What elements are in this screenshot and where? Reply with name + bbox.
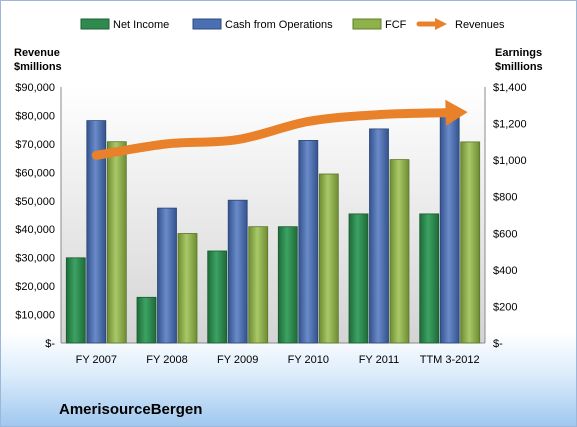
right-tick-label: $200	[493, 301, 517, 313]
x-tick-label: FY 2007	[76, 354, 117, 366]
left-tick-label: $10,000	[15, 310, 55, 322]
bar-net-income-fy-2009	[207, 250, 228, 344]
bar-net-income-ttm-3-2012	[419, 213, 440, 344]
x-tick-label: FY 2009	[217, 354, 258, 366]
legend-swatch-fcf	[352, 18, 382, 30]
right-tick-label: $400	[493, 265, 517, 277]
x-tick-labels: FY 2007 FY 2008 FY 2009 FY 2010 FY 2011 TTM 3…	[76, 354, 480, 366]
legend-label-revenues: Revenues	[455, 19, 505, 31]
right-tick-label: $600	[493, 228, 517, 240]
right-tick-labels: $- $200 $400 $600 $800 $1,000 $1,200 $1,400	[493, 82, 527, 350]
bar-cash-from-operations-fy-2009	[227, 199, 248, 344]
bar-fcf-fy-2009	[248, 226, 269, 344]
legend: Net Income Cash from Operations FCF Reve…	[80, 18, 505, 31]
x-tick-label: TTM 3-2012	[420, 354, 480, 366]
left-axis-title-line1: Revenue	[14, 47, 60, 59]
right-tick-label: $1,400	[493, 82, 527, 94]
x-tick-label: FY 2011	[359, 354, 400, 366]
left-tick-label: $60,000	[15, 167, 55, 179]
bar-net-income-fy-2010	[277, 226, 298, 344]
bar-net-income-fy-2008	[136, 296, 157, 344]
bar-net-income-fy-2011	[348, 213, 369, 344]
revenue-line-group	[91, 99, 468, 160]
bar-fcf-fy-2010	[318, 173, 339, 344]
revenues-arrowhead	[445, 99, 468, 126]
legend-label-net-income: Net Income	[113, 19, 169, 31]
legend-label-cash-from-operations: Cash from Operations	[225, 19, 333, 31]
bar-net-income-fy-2007	[65, 257, 86, 344]
legend-swatch-cash-from-operations	[192, 18, 222, 30]
bar-fcf-fy-2007	[106, 141, 127, 344]
bar-cash-from-operations-fy-2007	[86, 120, 107, 344]
right-tick-label: $-	[493, 338, 503, 350]
legend-label-fcf: FCF	[385, 19, 407, 31]
bar-fcf-fy-2011	[389, 159, 410, 344]
x-tick-label: FY 2010	[288, 354, 329, 366]
bar-cash-from-operations-fy-2010	[298, 139, 319, 344]
bar-cash-from-operations-fy-2011	[369, 128, 389, 344]
revenues-line	[91, 108, 455, 160]
left-tick-label: $50,000	[15, 196, 55, 208]
left-tick-label: $70,000	[15, 139, 55, 151]
left-tick-labels: $- $10,000 $20,000 $30,000 $40,000 $50,000 $60…	[15, 82, 55, 350]
bar-fcf-fy-2008	[177, 233, 198, 344]
bar-fcf-ttm-3-2012	[460, 141, 481, 344]
left-tick-label: $20,000	[15, 281, 55, 293]
left-tick-label: $40,000	[15, 224, 55, 236]
right-axis-title-line2: $millions	[495, 61, 543, 73]
bars-group	[65, 111, 481, 344]
x-tick-label: FY 2008	[146, 354, 187, 366]
left-axis-title-line2: $millions	[14, 61, 62, 73]
bar-cash-from-operations-fy-2008	[157, 207, 177, 344]
right-tick-label: $1,000	[493, 155, 527, 167]
legend-swatch-net-income	[80, 18, 110, 30]
left-tick-label: $90,000	[15, 82, 55, 94]
right-tick-label: $1,200	[493, 119, 527, 131]
right-axis-title-line1: Earnings	[495, 47, 542, 59]
legend-arrowhead-revenues	[435, 18, 447, 30]
left-tick-label: $80,000	[15, 110, 55, 122]
left-tick-label: $-	[45, 338, 55, 350]
left-tick-label: $30,000	[15, 253, 55, 265]
company-name: AmerisourceBergen	[59, 401, 202, 418]
bar-cash-from-operations-ttm-3-2012	[439, 111, 460, 344]
right-tick-label: $800	[493, 192, 517, 204]
